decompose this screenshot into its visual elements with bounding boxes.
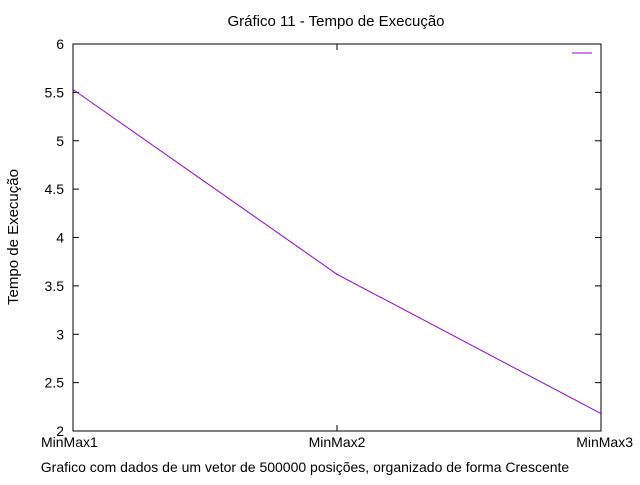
x-tick-label: MinMax1 <box>41 434 98 450</box>
data-point <box>72 88 74 91</box>
y-tick-label: 3.5 <box>45 278 65 294</box>
y-tick-label: 4 <box>56 230 64 246</box>
x-tick-label: MinMax3 <box>576 434 633 450</box>
x-tick-label: MinMax2 <box>309 434 366 450</box>
series-layer <box>72 88 602 415</box>
y-axis-label: Tempo de Execução <box>5 169 22 305</box>
y-tick-label: 5.5 <box>45 84 65 100</box>
y-tick-label: 2 <box>56 423 64 439</box>
y-tick-label: 3 <box>56 326 64 342</box>
x-axis-label: Grafico com dados de um vetor de 500000 … <box>41 459 570 475</box>
y-tick-label: 4.5 <box>45 181 65 197</box>
data-point <box>336 273 338 276</box>
data-point <box>600 412 602 415</box>
plot-frame <box>72 43 602 432</box>
chart-title: Gráfico 11 - Tempo de Execução <box>227 13 444 30</box>
series-line <box>72 89 602 415</box>
y-tick-label: 6 <box>56 36 64 52</box>
y-tick-label: 2.5 <box>45 375 65 391</box>
y-tick-label: 5 <box>56 133 64 149</box>
axis-ticks: 2 2.5 3 3.5 4 4.5 5 5.5 6 MinMax1 MinMax2 MinMax3 <box>41 36 633 450</box>
